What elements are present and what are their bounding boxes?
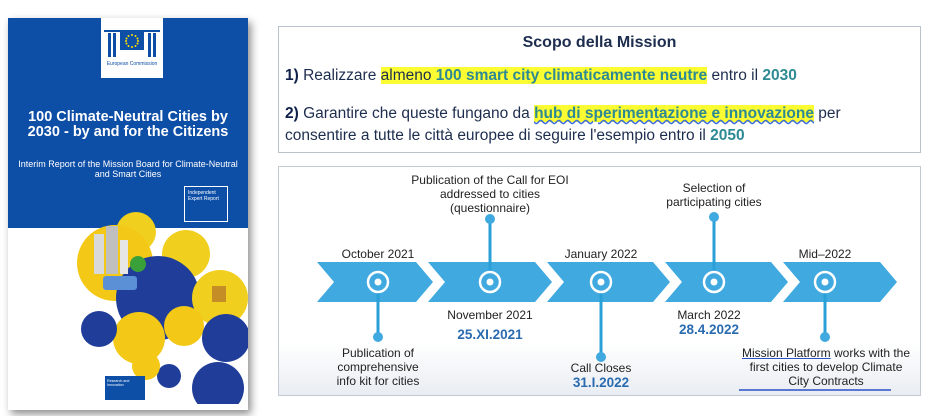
item-1-year: 2030 [762,67,797,84]
cover-circles-illustration [77,212,248,404]
label-march-2022: March 2022 [677,308,741,322]
label-october-2021: October 2021 [341,247,415,261]
chevron-4 [665,262,788,302]
label-info-kit: Publication of comprehensive info kit fo… [336,346,420,388]
label-mid-2022: Mid–2022 [798,247,852,261]
scope-item-2: 2) Garantire che queste fungano da hub d… [285,104,841,124]
item-2-text: Garantire che queste fungano da [303,105,535,122]
eu-flag-icon [104,30,160,57]
label-selection-cities: Selection of participating cities [666,181,762,209]
item-1-highlight-prefix: almeno [380,67,436,84]
item-1-text: Realizzare [303,67,381,84]
climate-city-contracts-text: Climate City Contracts [788,360,903,388]
item-1-highlight: almeno 100 smart city climaticamente neu… [380,67,708,84]
item-2-line2: consentire a tutte le città europee di s… [285,127,711,144]
connector-dot-1 [373,332,383,342]
item-2-highlight: hub di sperimentazione e innovazione [534,105,814,122]
scope-title: Scopo della Mission [522,34,677,51]
report-cover: European Commission 100 Climate-Neutral … [8,18,248,410]
date-25-xi-2021: 25.XI.2021 [457,327,523,342]
connector-dot-4 [709,212,719,222]
connector-dot-2 [485,214,495,224]
timeline-box: October 2021 Publication of the Call for… [278,166,921,396]
label-mission-platform: Mission Platform works with the first ci… [740,346,912,388]
expert-report-tag: Independent Expert Report [184,186,228,222]
label-call-closes: Call Closes [570,361,632,375]
connector-dot-3 [596,352,606,362]
logo-text: European Commission [106,61,158,67]
mission-scope-box: Scopo della Mission 1) Realizzare almeno… [278,26,921,153]
item-1-highlight-bold: 100 smart city climaticamente neutre [435,67,708,84]
label-call-for-eoi: Publication of the Call for EOI addresse… [411,173,569,215]
item-2-number: 2) [285,105,299,122]
item-1-suffix: entro il [707,67,763,84]
scope-item-2-continued: consentire a tutte le città europee di s… [285,126,745,146]
item-2-suffix: per [813,105,841,122]
item-2-highlight-bold: hub di sperimentazione e innovazione [534,105,814,122]
timeline-arrow-graphic [317,212,897,391]
eu-commission-logo: European Commission [101,18,163,78]
connector-dot-5 [820,332,830,342]
cover-title: 100 Climate-Neutral Cities by 2030 - by … [27,109,229,140]
chevron-5 [783,262,897,302]
label-november-2021: November 2021 [447,308,533,322]
date-28-4-2022: 28.4.2022 [678,322,740,337]
item-2-year: 2050 [710,127,745,144]
cover-footer-badge: Research and Innovation [105,376,145,400]
mission-platform-link-text: Mission Platform [741,346,831,360]
mission-platform-text: works with the first cities to develop [749,346,911,374]
label-january-2022: January 2022 [564,247,638,261]
date-31-i-2022: 31.I.2022 [572,375,630,390]
scope-item-1: 1) Realizzare almeno 100 smart city clim… [285,66,797,86]
cover-subtitle: Interim Report of the Mission Board for … [18,159,238,179]
item-1-number: 1) [285,67,299,84]
